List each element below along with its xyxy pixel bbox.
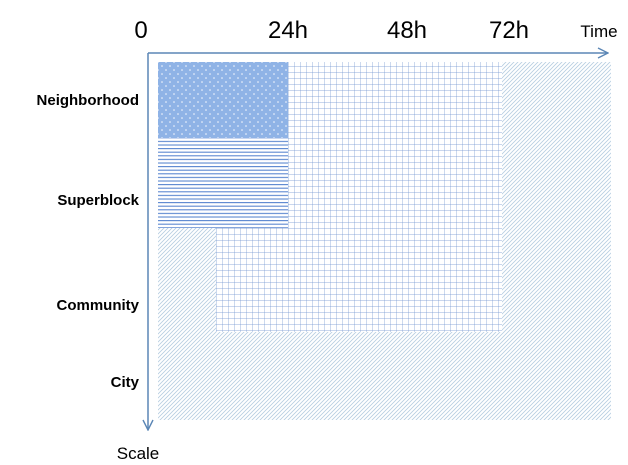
time-axis-title: Time [580, 22, 617, 41]
tick-label-0: 0 [134, 17, 147, 44]
tick-label-72h: 72h [489, 17, 529, 44]
row-label-neighborhood: Neighborhood [37, 92, 139, 109]
neighborhood-24h-region [158, 62, 288, 138]
superblock-grid-region-tail [216, 228, 288, 232]
row-label-community: Community [57, 297, 140, 314]
row-label-superblock: Superblock [57, 192, 139, 209]
scale-axis-title: Scale [117, 444, 160, 463]
row-label-city: City [111, 374, 140, 391]
tick-label-24h: 24h [268, 17, 308, 44]
tick-label-48h: 48h [387, 17, 427, 44]
superblock-24h-region [158, 138, 288, 228]
